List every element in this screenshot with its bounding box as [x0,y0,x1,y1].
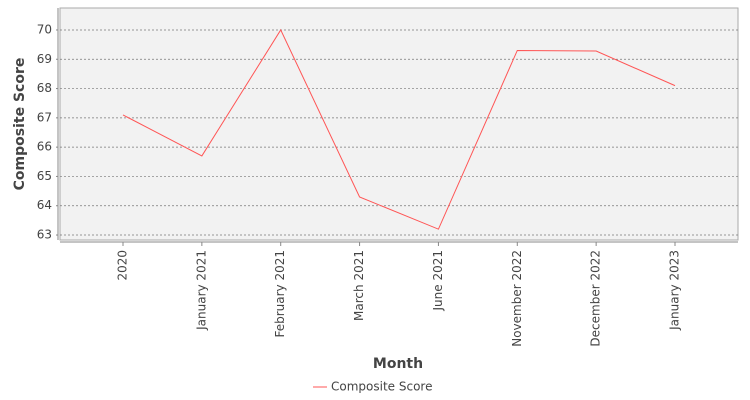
y-tick-label: 70 [37,22,52,36]
x-tick-label: 2020 [116,250,130,281]
plot-area [59,7,739,241]
y-tick-label: 65 [37,169,52,183]
data-line [122,28,676,230]
y-tick-label: 68 [37,81,52,95]
x-tick-label: March 2021 [352,250,366,321]
y-axis-title: Composite Score [12,58,28,191]
y-tick-label: 64 [37,198,52,212]
x-axis-title: Month [373,356,423,372]
y-tick-label: 66 [37,140,52,154]
y-tick-label: 67 [37,110,52,124]
x-tick-label: November 2022 [510,250,524,347]
x-tick-label: January 2023 [668,250,682,331]
x-tick-label: January 2021 [194,250,208,331]
y-tick-label: 69 [37,52,52,66]
x-tick-label: June 2021 [431,250,445,312]
legend-label: Composite Score [331,380,432,394]
x-tick-label: December 2022 [589,250,603,347]
y-tick-label: 63 [37,228,52,242]
x-tick-label: February 2021 [273,250,287,338]
